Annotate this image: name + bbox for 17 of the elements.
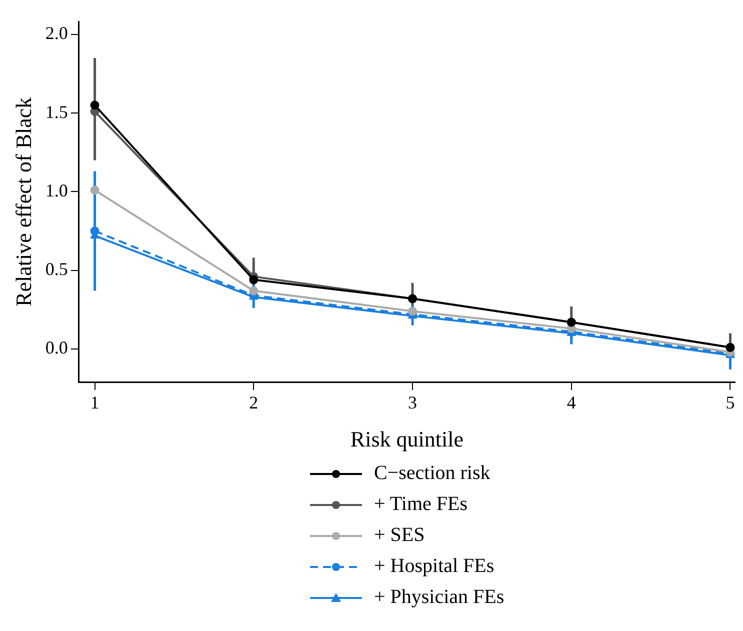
x-tick-label: 4 (566, 392, 576, 413)
legend-label: + SES (374, 524, 425, 547)
legend-label: C−section risk (374, 462, 490, 485)
x-tick-label: 1 (90, 392, 100, 413)
x-tick-label: 5 (726, 392, 735, 413)
y-axis-title: Relative effect of Black (10, 97, 36, 306)
x-tick-label: 3 (408, 392, 418, 413)
y-tick-label: 1.5 (45, 102, 68, 122)
x-axis-title: Risk quintile (350, 426, 464, 452)
y-tick-label: 2.0 (45, 23, 68, 44)
legend-label: + Physician FEs (374, 586, 504, 609)
y-tick-label: 0.0 (45, 338, 68, 358)
legend-label: + Time FEs (374, 493, 468, 516)
legend-label: + Hospital FEs (374, 555, 494, 578)
y-tick-label: 1.0 (45, 180, 68, 200)
y-tick-label: 0.5 (45, 259, 68, 280)
x-tick-label: 2 (249, 392, 258, 413)
